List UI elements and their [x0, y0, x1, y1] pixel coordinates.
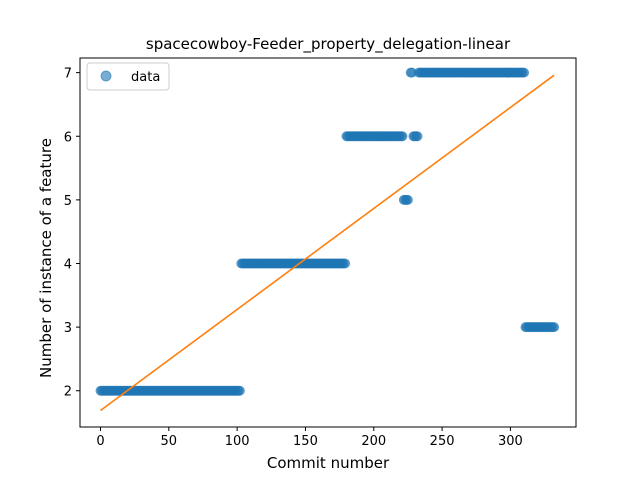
legend-marker-icon [100, 70, 112, 82]
legend: data [86, 62, 170, 91]
data-point [397, 131, 408, 142]
x-tick-label: 200 [361, 434, 386, 449]
data-point [412, 131, 423, 142]
legend-frame [86, 62, 170, 91]
x-axis-label: Commit number [267, 454, 390, 472]
x-tick-label: 100 [225, 434, 250, 449]
axes-frame [79, 57, 577, 428]
y-tick-label: 2 [64, 385, 72, 400]
x-tick-label: 300 [498, 434, 523, 449]
y-tick-label: 3 [64, 321, 72, 336]
y-tick-label: 7 [64, 67, 72, 82]
data-point [234, 385, 245, 396]
x-tick-label: 0 [96, 434, 104, 449]
y-tick-label: 4 [64, 257, 72, 272]
data-point [402, 194, 413, 205]
x-tick-label: 250 [430, 434, 455, 449]
x-tick-label: 150 [293, 434, 318, 449]
y-axis-label: Number of instance of a feature [37, 138, 55, 378]
fit-line [100, 74, 555, 412]
y-tick-label: 6 [64, 130, 72, 145]
chart-title: spacecowboy-Feeder_property_delegation-l… [146, 35, 511, 54]
y-tick-label: 5 [64, 194, 72, 209]
data-point [549, 322, 560, 333]
x-tick-label: 50 [161, 434, 178, 449]
plot-area [95, 67, 560, 412]
axes: 0 50 100 150 200 250 300 2 3 4 5 6 7 [64, 57, 577, 449]
data-point [340, 258, 351, 269]
data-point [519, 67, 530, 78]
legend-entry-data: data [131, 70, 160, 85]
